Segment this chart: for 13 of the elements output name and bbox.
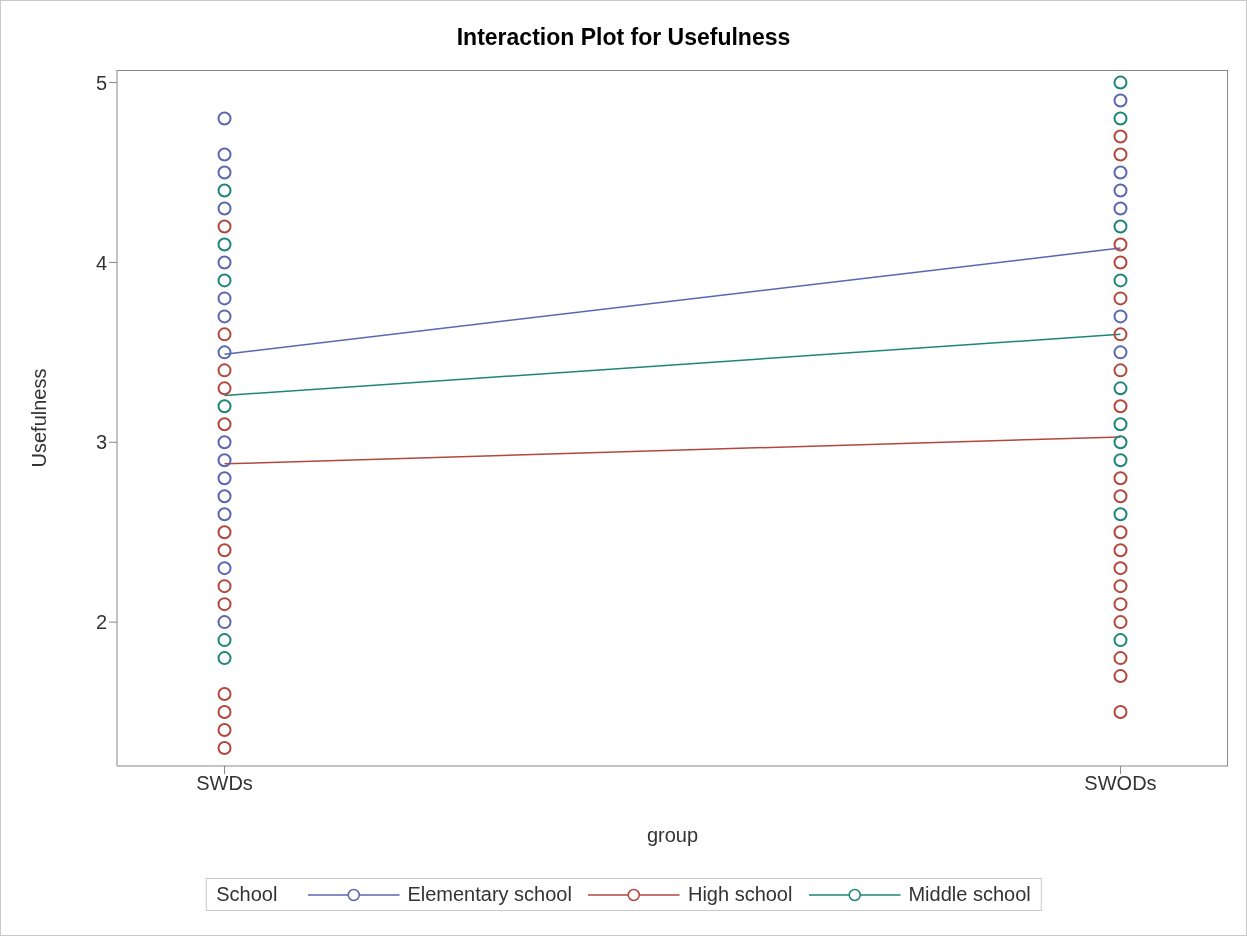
legend-label: High school bbox=[687, 883, 793, 906]
chart-title: Interaction Plot for Usefulness bbox=[455, 24, 792, 51]
x-tick-label: SWODs bbox=[1084, 772, 1157, 795]
y-tick-label: 5 bbox=[95, 71, 107, 94]
legend-label: Elementary school bbox=[407, 883, 572, 906]
y-tick-label: 4 bbox=[95, 251, 107, 274]
y-tick-label: 3 bbox=[95, 431, 107, 454]
y-tick-label: 2 bbox=[95, 611, 107, 634]
y-axis-title: Usefulness bbox=[28, 368, 51, 468]
x-axis-title: group bbox=[646, 824, 699, 847]
x-tick-label: SWDs bbox=[196, 772, 253, 795]
legend-label: Middle school bbox=[908, 883, 1031, 906]
legend-title: School bbox=[216, 883, 278, 906]
